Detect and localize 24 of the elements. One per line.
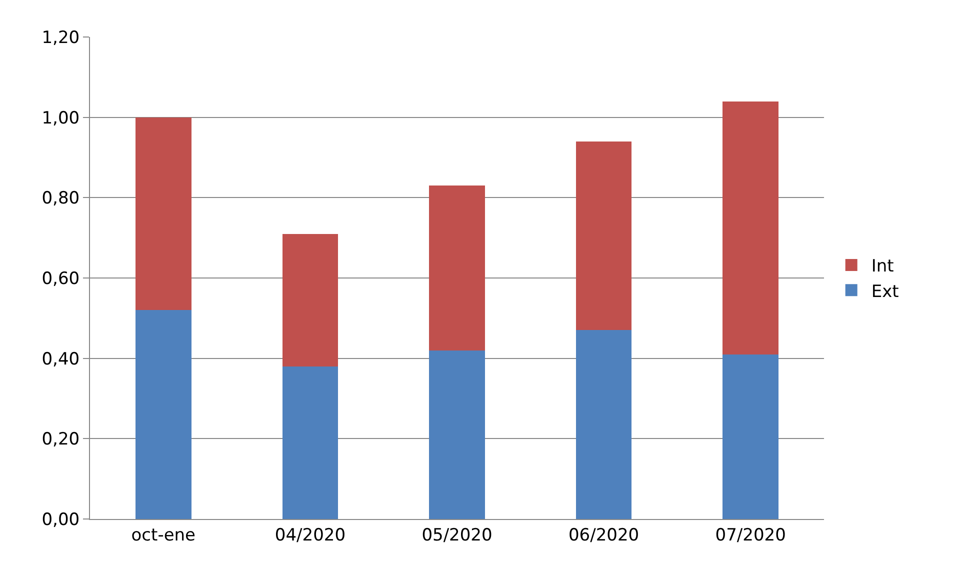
- bar: [576, 141, 632, 330]
- bar: [722, 354, 778, 519]
- y-tick-label: 0,00: [42, 510, 80, 530]
- x-tick-label: 04/2020: [274, 525, 346, 546]
- bar: [282, 234, 338, 366]
- legend-label: Int: [871, 256, 894, 277]
- bar: [429, 350, 485, 519]
- y-tick-label: 1,20: [42, 28, 80, 48]
- y-tick-label: 1,00: [42, 108, 80, 128]
- bar: [282, 366, 338, 519]
- y-tick-label: 0,80: [42, 188, 80, 209]
- x-tick-label: oct-ene: [131, 525, 196, 546]
- bar: [722, 101, 778, 354]
- x-tick-label: 05/2020: [422, 525, 492, 546]
- legend-label: Ext: [871, 282, 900, 302]
- y-tick-label: 0,20: [42, 430, 80, 450]
- bar: [136, 310, 192, 519]
- x-tick-label: 07/2020: [715, 525, 786, 546]
- bar: [429, 186, 485, 350]
- y-tick-label: 0,60: [42, 268, 80, 289]
- bar: [136, 117, 192, 310]
- x-tick-label: 06/2020: [568, 525, 640, 546]
- bar: [576, 330, 632, 519]
- y-tick-label: 0,40: [42, 349, 80, 370]
